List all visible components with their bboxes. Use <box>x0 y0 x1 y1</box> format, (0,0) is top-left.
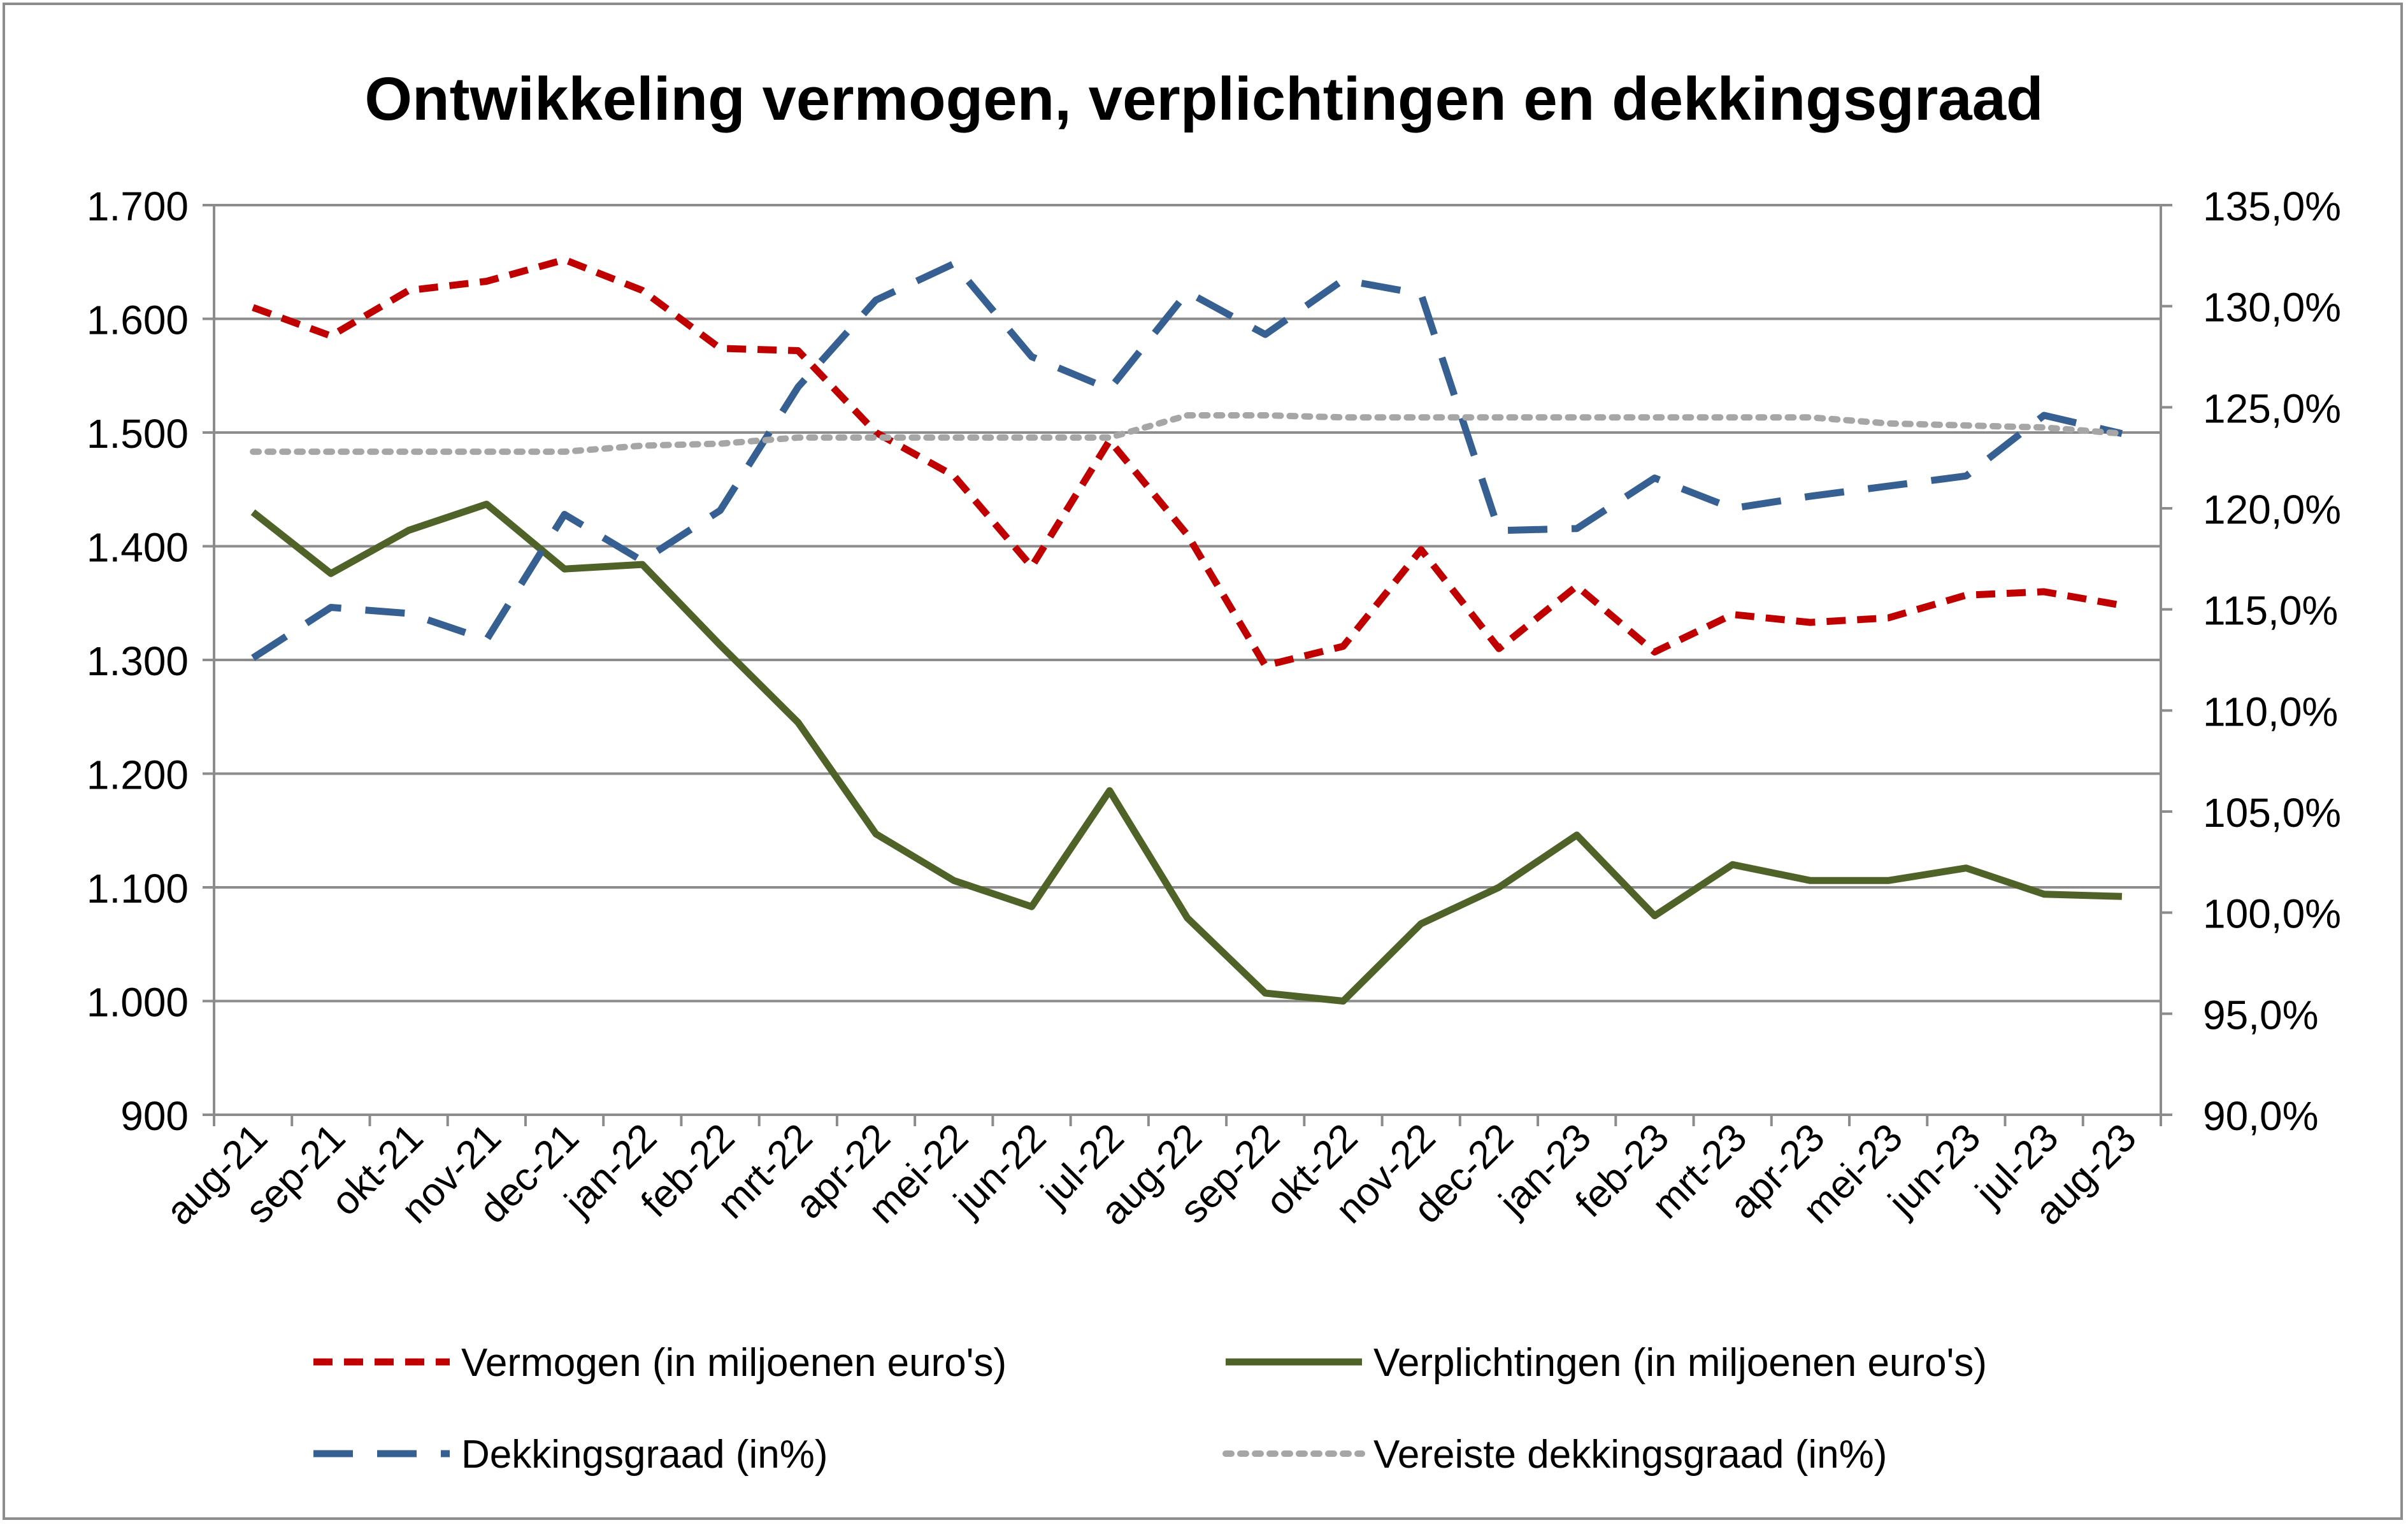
y-tick-label: 1.600 <box>87 297 189 343</box>
y2-tick-label: 130,0% <box>2203 285 2341 331</box>
legend-label-2: Verplichtingen (in miljoenen euro's) <box>1373 1341 1987 1385</box>
chart-frame <box>3 3 2403 1520</box>
y-tick-label: 1.500 <box>87 411 189 457</box>
y2-tick-label: 125,0% <box>2203 385 2341 431</box>
y-tick-label: 1.000 <box>87 980 189 1026</box>
y-tick-label: 1.100 <box>87 866 189 912</box>
y-tick-label: 1.700 <box>87 183 189 229</box>
y2-tick-label: 120,0% <box>2203 487 2341 533</box>
legend: Vermogen (in miljoenen euro's) Verplichti… <box>313 1341 1987 1477</box>
y2-tick-label: 95,0% <box>2203 992 2318 1038</box>
series-line-4 <box>250 412 2125 455</box>
series-line-3 <box>251 260 2123 661</box>
y2-tick-label: 110,0% <box>2203 689 2338 734</box>
y2-tick-label: 90,0% <box>2203 1093 2318 1139</box>
y2-axis-tick-labels: 90,0% 95,0% 100,0% 105,0% 110,0% 115,0% 120,0%… <box>2203 183 2341 1139</box>
axes <box>203 204 2172 1126</box>
y2-tick-label: 135,0% <box>2203 183 2341 229</box>
y-axis-tick-labels: 900 1.000 1.100 1.200 1.300 1.400 1.500 1.600 1.… <box>87 183 189 1139</box>
legend-label-4: Vereiste dekkingsgraad (in%) <box>1373 1433 1887 1477</box>
y-tick-label: 1.400 <box>87 525 189 571</box>
series-lines <box>250 256 2125 1005</box>
series-line-1 <box>252 256 2123 669</box>
y2-tick-label: 115,0% <box>2203 588 2338 634</box>
y-tick-label: 900 <box>120 1093 189 1139</box>
y2-tick-label: 100,0% <box>2203 891 2341 937</box>
series-line-2 <box>250 501 2123 1005</box>
x-axis-tick-labels: aug-21sep-21okt-21nov-21dec-21jan-22feb-… <box>158 1115 2145 1233</box>
chart-title: Ontwikkeling vermogen, verplichtingen en… <box>364 65 2043 133</box>
legend-label-1: Vermogen (in miljoenen euro's) <box>461 1341 1007 1385</box>
legend-label-3: Dekkingsgraad (in%) <box>461 1433 828 1477</box>
y-tick-label: 1.200 <box>87 752 189 798</box>
y-tick-label: 1.300 <box>87 638 189 684</box>
y2-tick-label: 105,0% <box>2203 790 2341 836</box>
